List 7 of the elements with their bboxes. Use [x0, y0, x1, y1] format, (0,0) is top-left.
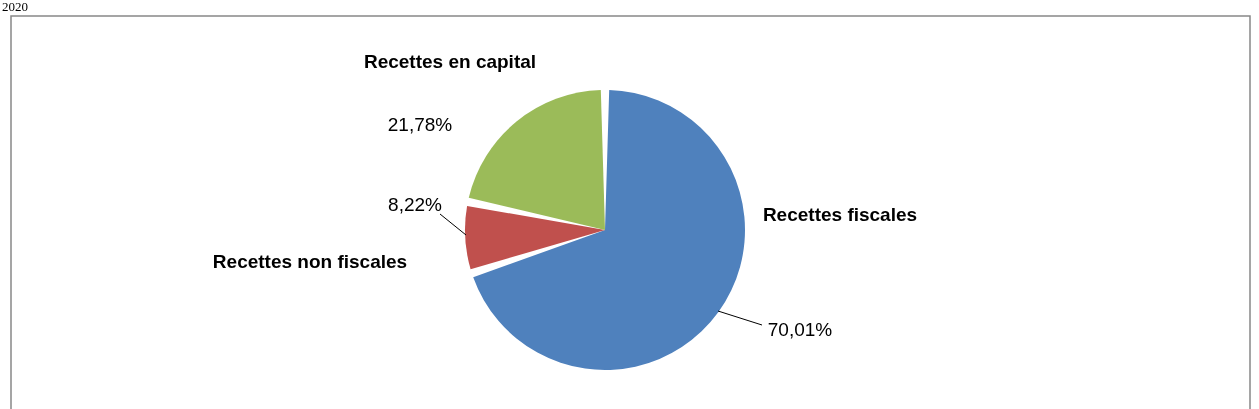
data-label: 21,78%: [387, 114, 453, 135]
slice-label: Recettes fiscales: [762, 204, 918, 225]
data-label: 8,22%: [388, 194, 443, 215]
data-label: 70,01%: [767, 319, 833, 340]
slice-label: Recettes non fiscales: [212, 251, 408, 272]
slice-label: Recettes en capital: [363, 51, 537, 72]
text: 2020: [2, 0, 28, 14]
